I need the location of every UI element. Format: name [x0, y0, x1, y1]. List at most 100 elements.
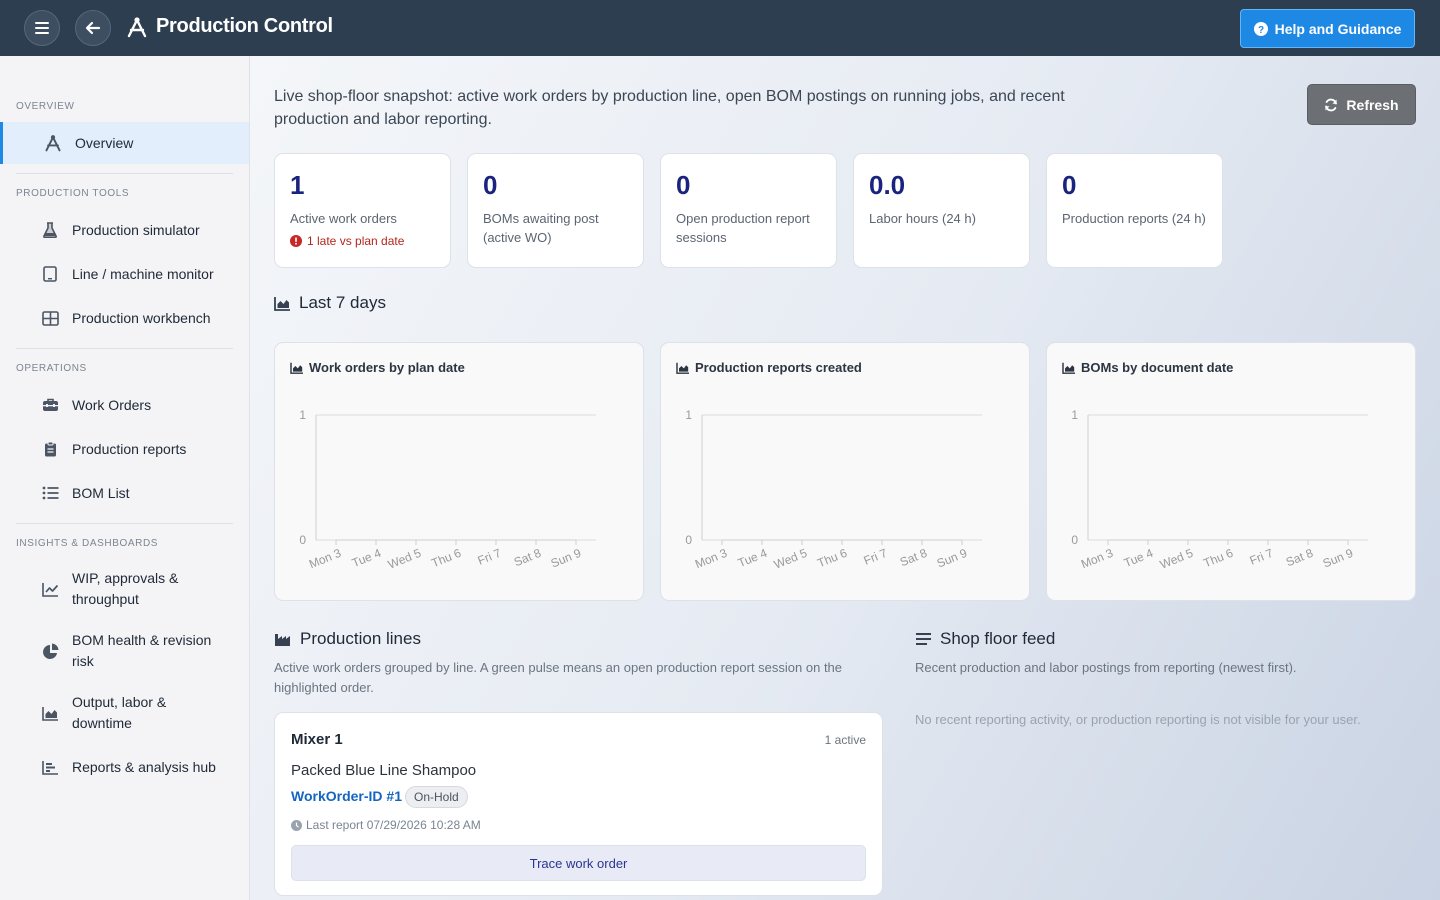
sidebar-item-work-orders[interactable]: Work Orders [0, 384, 249, 426]
chart-card-work-orders: Work orders by plan date 0 1 Mon 3 Tue 4 Wed… [274, 342, 644, 601]
shop-floor-feed-title: Shop floor feed [940, 629, 1056, 648]
x-tick-label: Sat 8 [898, 546, 930, 570]
sidebar-item-overview[interactable]: Overview [0, 122, 249, 164]
kpi-value: 0 [1062, 170, 1077, 200]
main-content: Live shop-floor snapshot: active work or… [250, 56, 1440, 900]
trace-work-order-button[interactable]: Trace work order [291, 845, 866, 881]
shop-floor-feed-empty: No recent reporting activity, or product… [915, 712, 1361, 727]
sidebar-item-wip-approvals[interactable]: WIP, approvals & throughput [0, 559, 249, 619]
sidebar-item-label: Production simulator [72, 221, 200, 238]
sidebar-divider [16, 173, 233, 174]
kpi-production-reports[interactable]: 0 Production reports (24 h) [1046, 153, 1223, 268]
menu-button[interactable] [24, 10, 60, 46]
production-lines-title: Production lines [300, 629, 421, 648]
help-button-label: Help and Guidance [1274, 20, 1402, 37]
sidebar-section-overview: OVERVIEW [16, 101, 75, 112]
back-button[interactable] [75, 10, 111, 46]
chart-plot: 0 1 Mon 3 Tue 4 Wed 5 Thu 6 Fri 7 Sat 8 Sun 9 [299, 408, 596, 572]
last-report: Last report 07/29/2026 10:28 AM [291, 818, 481, 832]
kpi-boms-awaiting-post[interactable]: 0 BOMs awaiting post (active WO) [467, 153, 644, 268]
help-button[interactable]: ? Help and Guidance [1240, 9, 1415, 48]
kpi-value: 1 [290, 170, 305, 200]
sidebar-item-label: Line / machine monitor [72, 265, 214, 282]
sidebar-item-label: Production reports [72, 440, 187, 457]
clipboard-icon [41, 441, 59, 457]
sidebar-item-label: BOM health & revision risk [72, 632, 212, 669]
kpi-value: 0 [676, 170, 691, 200]
production-lines-subtitle: Active work orders grouped by line. A gr… [274, 660, 843, 695]
chart-title-text: Production reports created [695, 360, 862, 375]
y-tick-label: 0 [685, 533, 692, 547]
sidebar-item-label: Reports & analysis hub [72, 758, 216, 775]
sidebar-divider [16, 523, 233, 524]
kpi-warning-text: 1 late vs plan date [307, 234, 405, 248]
sidebar-item-production-reports[interactable]: Production reports [0, 428, 249, 470]
kpi-active-work-orders[interactable]: 1 Active work orders 1 late vs plan date [274, 153, 451, 268]
x-tick-label: Wed 5 [386, 546, 424, 572]
y-tick-label: 1 [1071, 408, 1078, 422]
sidebar-item-production-workbench[interactable]: Production workbench [0, 297, 249, 339]
chart-plot: 0 1 Mon 3 Tue 4 Wed 5 Thu 6 Fri 7 Sat 8 Sun 9 [685, 408, 982, 572]
x-tick-label: Thu 6 [815, 546, 849, 571]
x-tick-label: Sat 8 [1284, 546, 1316, 570]
chart-title: Production reports created [676, 360, 862, 375]
y-tick-label: 0 [299, 533, 306, 547]
sidebar-item-bom-list[interactable]: BOM List [0, 472, 249, 514]
chart-title: BOMs by document date [1062, 360, 1233, 375]
x-tick-label: Wed 5 [1158, 546, 1196, 572]
kpi-caption: Production reports (24 h) [1062, 211, 1206, 226]
x-tick-label: Fri 7 [862, 546, 890, 568]
x-tick-label: Tue 4 [350, 546, 384, 570]
area-chart-icon [676, 362, 689, 374]
x-tick-label: Sun 9 [935, 546, 970, 571]
svg-text:?: ? [1258, 25, 1264, 36]
kpi-caption: Active work orders [290, 211, 397, 226]
bar-chart-icon [41, 760, 59, 775]
sidebar-item-line-machine-monitor[interactable]: Line / machine monitor [0, 253, 249, 295]
sidebar-section-insights: INSIGHTS & DASHBOARDS [16, 538, 159, 549]
sidebar-section-operations: OPERATIONS [16, 363, 87, 374]
sidebar-divider [16, 348, 233, 349]
refresh-icon [1325, 98, 1338, 111]
line-active-count: 1 active [824, 733, 866, 747]
work-order-link[interactable]: WorkOrder-ID #1 [291, 788, 402, 804]
chart-title-text: Work orders by plan date [309, 360, 465, 375]
line-chart-icon [41, 582, 59, 597]
industry-icon [275, 633, 290, 646]
production-line-card: Mixer 1 1 active Packed Blue Line Shampo… [274, 712, 883, 896]
area-chart-icon [290, 362, 303, 374]
sidebar-item-label: Production workbench [72, 309, 211, 326]
x-tick-label: Thu 6 [1201, 546, 1235, 571]
x-tick-label: Thu 6 [429, 546, 463, 571]
kpi-labor-hours[interactable]: 0.0 Labor hours (24 h) [853, 153, 1030, 268]
kpi-value: 0.0 [869, 170, 906, 200]
kpi-caption: Labor hours (24 h) [869, 211, 976, 226]
kpi-open-report-sessions[interactable]: 0 Open production report sessions [660, 153, 837, 268]
shop-floor-feed-subtitle: Recent production and labor postings fro… [915, 660, 1297, 675]
y-tick-label: 1 [299, 408, 306, 422]
arrow-left-icon [85, 21, 101, 35]
shop-floor-feed-heading: Shop floor feed [915, 629, 1055, 649]
x-tick-label: Mon 3 [693, 546, 729, 572]
intro-text: Live shop-floor snapshot: active work or… [274, 88, 1065, 128]
sidebar-item-output-labor[interactable]: Output, labor & downtime [0, 683, 249, 743]
toolbox-icon [41, 398, 59, 412]
chart-title-text: BOMs by document date [1081, 360, 1234, 375]
compass-drafting-icon [44, 134, 62, 152]
last-7-days-title: Last 7 days [299, 293, 386, 312]
x-tick-label: Tue 4 [736, 546, 770, 570]
kpi-caption: BOMs awaiting post (active WO) [483, 211, 599, 245]
sidebar-item-label: Overview [75, 134, 134, 151]
refresh-button[interactable]: Refresh [1307, 84, 1416, 125]
sidebar-item-reports-hub[interactable]: Reports & analysis hub [0, 746, 249, 788]
align-left-icon [916, 633, 931, 645]
area-chart-icon [1062, 362, 1075, 374]
grid-icon [41, 310, 59, 326]
sidebar-item-production-simulator[interactable]: Production simulator [0, 209, 249, 251]
area-chart-icon [274, 296, 290, 311]
refresh-button-label: Refresh [1346, 96, 1399, 113]
sidebar-item-bom-health[interactable]: BOM health & revision risk [0, 621, 249, 681]
sidebar-item-label: Work Orders [72, 396, 152, 413]
kpi-warning: 1 late vs plan date [290, 234, 435, 248]
